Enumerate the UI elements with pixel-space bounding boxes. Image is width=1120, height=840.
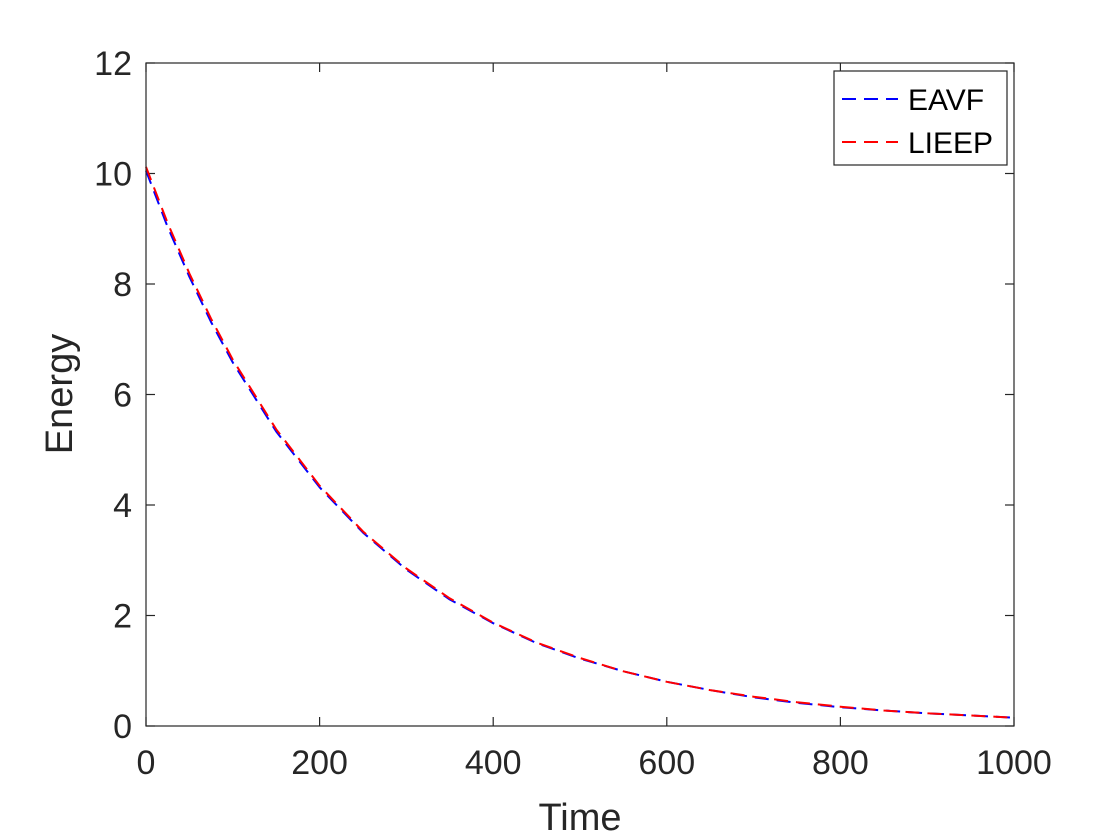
axis-tick-labels: 0 200 400 600 800 1000 0 2 4 6 8 10 12 xyxy=(94,45,1052,782)
x-axis-title: Time xyxy=(538,797,621,839)
x-tick-label-3: 600 xyxy=(638,744,695,782)
series-layer xyxy=(145,166,1015,719)
x-tick-label-4: 800 xyxy=(812,744,869,782)
y-axis-title: Energy xyxy=(39,334,81,454)
legend-label-eavf: EAVF xyxy=(908,84,984,117)
y-tick-label-2: 4 xyxy=(113,487,132,525)
axes-frame xyxy=(145,62,1015,727)
x-tick-label-1: 200 xyxy=(291,744,348,782)
y-tick-label-6: 12 xyxy=(94,45,132,83)
y-tick-label-3: 6 xyxy=(113,377,132,415)
x-tick-label-5: 1000 xyxy=(976,744,1052,782)
legend-box xyxy=(833,70,1008,166)
x-tick-label-2: 400 xyxy=(465,744,522,782)
y-tick-label-5: 10 xyxy=(94,156,132,194)
y-tick-label-4: 8 xyxy=(113,266,132,304)
legend-label-lieep: LIEEP xyxy=(908,127,993,160)
y-tick-label-1: 2 xyxy=(113,598,132,636)
series-line-eavf xyxy=(145,170,1015,719)
legend: EAVF LIEEP xyxy=(833,70,1008,166)
y-tick-label-0: 0 xyxy=(113,708,132,746)
plot-area xyxy=(146,63,1014,726)
x-tick-label-0: 0 xyxy=(137,744,156,782)
